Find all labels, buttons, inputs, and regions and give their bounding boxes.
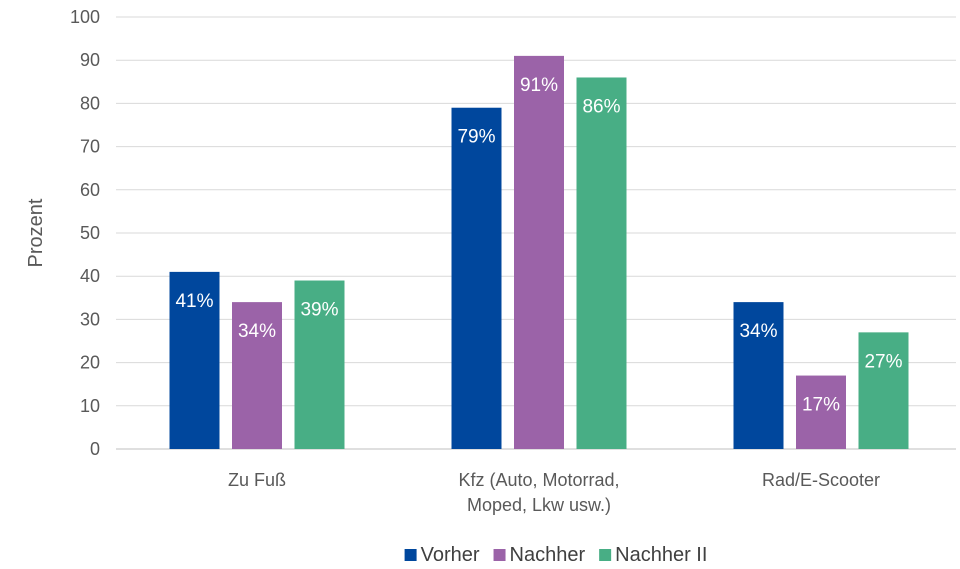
bars xyxy=(169,55,909,449)
legend-item: Nachher II xyxy=(599,544,707,566)
data-label: 34% xyxy=(238,321,276,342)
legend-item: Nachher xyxy=(493,544,586,566)
data-label: 34% xyxy=(739,321,777,342)
bar-nachher xyxy=(796,375,846,449)
category-label: Rad/E-Scooter xyxy=(762,470,880,490)
legend-swatch xyxy=(404,549,417,561)
category-label: Zu Fuß xyxy=(228,470,286,490)
data-label: 27% xyxy=(864,351,902,372)
y-tick-label: 80 xyxy=(80,93,100,113)
y-tick-label: 100 xyxy=(70,7,100,27)
bar-nachher xyxy=(232,302,282,449)
data-labels: 41% 34% 39% 79% 91% 86% 34% 17% 27% xyxy=(175,75,902,416)
bar-nachher xyxy=(514,55,564,449)
y-tick-label: 60 xyxy=(80,180,100,200)
legend-label: Vorher xyxy=(421,544,480,566)
data-label: 39% xyxy=(300,300,338,321)
bar-nachher-ii xyxy=(576,77,627,449)
bar-vorher xyxy=(451,107,502,449)
bar-nachher-ii xyxy=(858,332,909,449)
y-axis-title: Prozent xyxy=(25,198,47,267)
y-tick-label: 20 xyxy=(80,353,100,373)
y-tick-label: 0 xyxy=(90,439,100,459)
y-tick-label: 10 xyxy=(80,396,100,416)
legend-label: Nachher xyxy=(510,544,586,566)
data-label: 91% xyxy=(520,75,558,96)
y-tick-label: 40 xyxy=(80,266,100,286)
legend-swatch xyxy=(493,549,506,561)
y-tick-label: 90 xyxy=(80,50,100,70)
bar-vorher xyxy=(169,271,220,449)
legend-label: Nachher II xyxy=(615,544,707,566)
category-label: Moped, Lkw usw.) xyxy=(467,495,611,515)
data-label: 17% xyxy=(802,395,840,416)
bar-vorher xyxy=(733,302,784,449)
data-label: 79% xyxy=(457,127,495,148)
legend-item: Vorher xyxy=(404,544,480,566)
y-tick-label: 30 xyxy=(80,309,100,329)
legend-swatch xyxy=(599,549,612,561)
y-tick-label: 70 xyxy=(80,137,100,157)
bar-nachher-ii xyxy=(294,280,345,449)
data-label: 41% xyxy=(175,291,213,312)
category-labels: Zu Fuß Kfz (Auto, Motorrad, Moped, Lkw usw… xyxy=(228,470,880,515)
data-label: 86% xyxy=(582,96,620,117)
legend: Vorher Nachher Nachher II xyxy=(404,544,707,566)
category-label: Kfz (Auto, Motorrad, xyxy=(458,470,619,490)
y-tick-label: 50 xyxy=(80,223,100,243)
y-axis: 0 10 20 30 40 50 60 70 80 90 100 xyxy=(70,7,100,459)
